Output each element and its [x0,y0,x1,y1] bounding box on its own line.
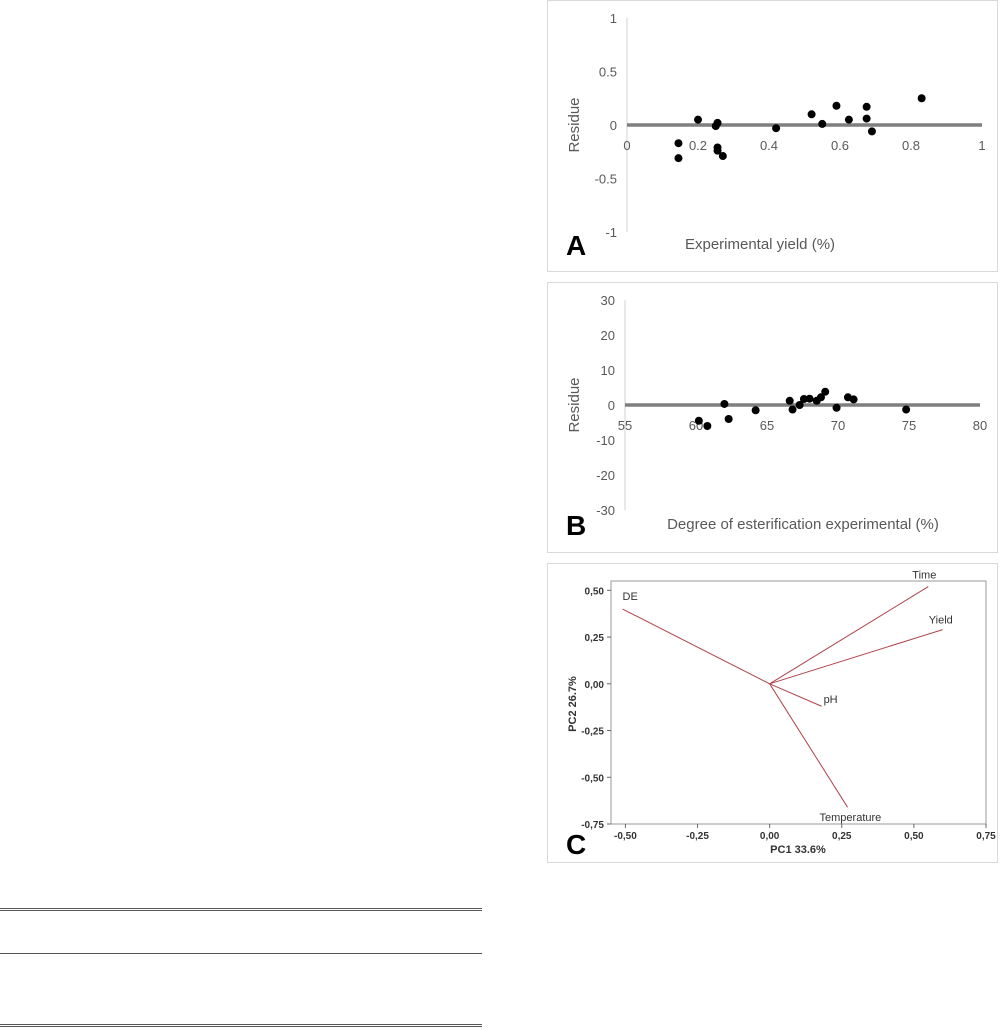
vector-label: Time [912,570,936,582]
data-point [818,119,827,128]
y-tick-label: -0,25 [581,727,604,738]
plot-frame [610,580,987,825]
x-tick-label: 0.2 [689,138,707,153]
data-point [674,154,683,163]
data-point [751,406,760,415]
data-point [832,403,841,412]
data-point [805,394,814,403]
table-top-rule [0,908,482,911]
y-tick-label: 0 [610,118,617,133]
y-tick-label: -0,75 [581,820,604,831]
x-tick-label: 55 [618,418,632,433]
x-tick-label: 0,25 [832,831,852,842]
loading-vector [769,683,822,707]
x-tick-label: 70 [831,418,845,433]
loading-vector [769,629,943,685]
y-tick-label: -30 [596,503,615,518]
data-point [795,401,804,409]
chart-panel-b: 30 20 10 0 -10 -20 -30 55 60 65 70 75 80 Residue De… [547,282,998,553]
vector-label: pH [824,694,838,706]
y-tick-label: 0,00 [585,680,605,691]
y-tick-label: 0,25 [585,633,605,644]
y-tick-label: -0.5 [595,172,617,187]
data-point [724,415,733,423]
x-tick-label: 1 [978,138,985,153]
data-point [816,393,825,402]
y-tick-label: 20 [601,328,615,343]
vector-label: Yield [929,615,953,627]
y-axis-label: PC2 26.7% [567,676,579,732]
x-tick-label: 0.6 [831,138,849,153]
y-tick-label: -10 [596,433,615,448]
panel-letter: C [566,829,586,860]
x-tick-label: 0,50 [904,831,924,842]
x-tick-label: -0,25 [686,831,709,842]
y-tick-label: 30 [601,293,615,308]
data-point [862,114,871,123]
y-tick-label: -1 [605,225,617,240]
table-bottom-rule [0,1024,482,1027]
y-tick-label: -0,50 [581,773,604,784]
data-point [832,101,841,110]
pca-loading-plot: 0,50 0,25 0,00 -0,25 -0,50 -0,75 -0,50 -0,25 0,… [566,570,996,860]
x-tick-label: 0 [623,138,630,153]
data-point [785,396,794,405]
data-point [788,405,797,414]
data-point [844,115,853,124]
x-tick-label: 65 [760,418,774,433]
data-point [713,118,722,127]
loading-vector [769,586,929,685]
x-tick-label: 75 [902,418,916,433]
loading-vector [769,683,848,808]
y-tick-label: 0 [608,398,615,413]
data-point [720,399,729,408]
y-axis-label: Residue [566,377,583,432]
data-point [718,152,727,161]
vector-label: DE [623,591,638,603]
vector-label: Temperature [820,812,882,824]
data-point [917,94,926,103]
data-point [821,387,830,396]
x-tick-label: -0,50 [614,831,637,842]
data-point [694,416,703,425]
loading-vector [622,608,770,685]
data-point [799,395,808,404]
x-tick-label: 0,75 [976,831,996,842]
x-tick-label: 0.8 [902,138,920,153]
x-axis-label: Degree of esterification experimental (%… [667,516,939,533]
data-point [674,139,683,148]
data-point [694,115,702,124]
chart-panel-a: 1 0.5 0 -0.5 -1 0 0.2 0.4 0.6 0.8 1 Residue Exper… [547,0,998,272]
data-point [849,395,858,404]
y-tick-label: 0,50 [585,586,605,597]
chart-panel-c: 0,50 0,25 0,00 -0,25 -0,50 -0,75 -0,50 -0,25 0,… [547,563,998,863]
data-point [867,127,876,136]
data-point [703,422,712,430]
y-tick-label: 1 [610,11,617,26]
y-tick-label: -20 [596,468,615,483]
x-tick-label: 80 [973,418,987,433]
data-point [713,146,722,155]
x-axis-label: PC1 33.6% [770,844,826,856]
x-axis-label: Experimental yield (%) [685,236,835,253]
panel-letter: B [566,510,586,541]
x-tick-label: 0.4 [760,138,778,153]
data-point [902,405,911,414]
data-point [807,110,816,119]
residue-yield-chart: 1 0.5 0 -0.5 -1 0 0.2 0.4 0.6 0.8 1 Residue Exper… [566,11,986,261]
data-point [862,102,871,111]
panel-letter: A [566,230,586,261]
data-point [772,124,781,133]
y-tick-label: 0.5 [599,65,617,80]
y-tick-label: 10 [601,363,615,378]
x-tick-label: 0,00 [760,831,780,842]
table-header-rule [0,953,482,954]
y-axis-label: Residue [566,97,583,152]
